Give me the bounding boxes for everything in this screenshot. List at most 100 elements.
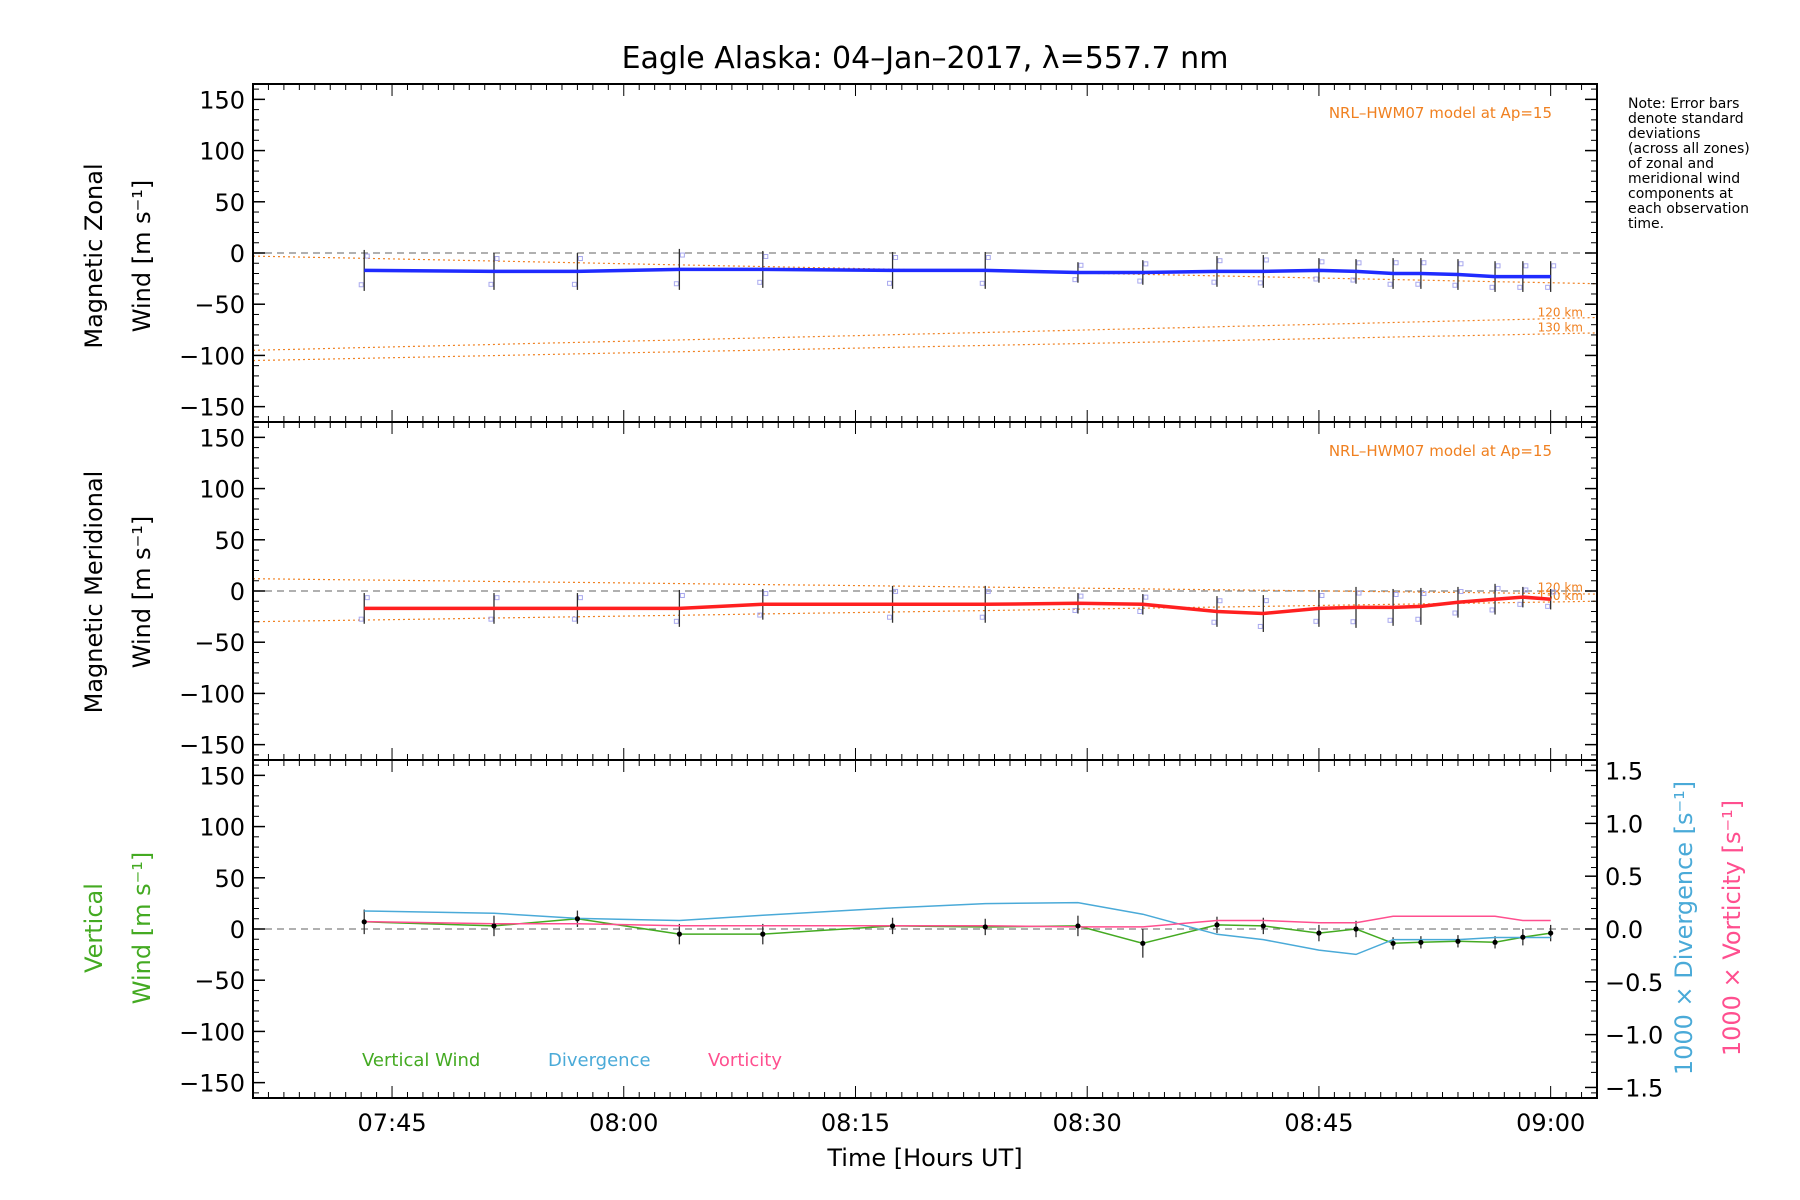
y-tick-label: −50: [194, 967, 245, 995]
meridional-sample-point: [1517, 601, 1523, 607]
meridional-model-curve: [252, 600, 1598, 623]
meridional-sample-point: [887, 614, 893, 620]
vertical-ylabel: Vertical Wind [m s⁻¹]: [80, 852, 156, 1004]
vertical-point: [361, 919, 367, 925]
y-tick-label: −150: [179, 394, 245, 422]
meridional-sample-point: [1523, 587, 1529, 593]
vorticity-line: [364, 915, 1551, 928]
zonal-sample-point: [1421, 260, 1427, 266]
zonal-model-curve: [252, 332, 1598, 362]
note-line: Note: Error bars: [1628, 96, 1739, 112]
meridional-model-curve: [252, 578, 1598, 595]
meridional-sample-point: [1078, 593, 1084, 599]
vertical-ylabel-line2: Wind [m s⁻¹]: [128, 852, 156, 1004]
meridional-sample-point: [1387, 617, 1393, 623]
meridional-sample-point: [571, 616, 577, 622]
note-line: (across all zones): [1628, 141, 1750, 157]
y-tick-label: 50: [214, 865, 245, 893]
zonal-sample-point: [887, 280, 893, 286]
meridional-sample-point: [893, 588, 899, 594]
vertical-point: [574, 916, 581, 922]
zonal-sample-point: [1211, 279, 1217, 285]
y2-tick-label: −1.5: [1605, 1074, 1663, 1102]
meridional-sample-point: [1143, 594, 1149, 600]
meridional-sample-point: [1551, 589, 1557, 595]
note-line: meridional wind: [1628, 171, 1740, 187]
x-tick-label: 09:00: [1516, 1109, 1585, 1137]
chart-title: Eagle Alaska: 04–Jan–2017, λ=557.7 nm: [622, 41, 1229, 76]
vertical-point: [1214, 922, 1220, 928]
meridional-sample-point: [1452, 610, 1458, 616]
legend-vertical-wind: Vertical Wind: [362, 1050, 480, 1071]
zonal-sample-point: [1523, 263, 1529, 269]
meridional-sample-point: [1319, 593, 1325, 599]
vertical-point: [760, 931, 766, 937]
zonal-ylabel-line2: Wind [m s⁻¹]: [128, 180, 156, 332]
meridional-ylabel-line2: Wind [m s⁻¹]: [128, 516, 156, 668]
y-tick-label: −150: [179, 1070, 245, 1098]
x-axis-title: Time [Hours UT]: [826, 1144, 1022, 1172]
meridional-sample-point: [1211, 619, 1217, 625]
y-tick-label: 50: [214, 189, 245, 217]
meridional-sample-point: [1257, 623, 1263, 629]
zonal-sample-point: [1319, 259, 1325, 265]
note-block: Note: Error bars denote standard deviati…: [1628, 96, 1750, 232]
zonal-sample-point: [1415, 281, 1421, 287]
y2-tick-label: 0.5: [1605, 863, 1643, 891]
vertical-series-line: [364, 918, 1551, 945]
note-line: each observation: [1628, 201, 1749, 217]
zonal-sample-point: [1356, 260, 1362, 266]
zonal-ylabel: Magnetic Zonal Wind [m s⁻¹]: [80, 163, 156, 348]
vertical-point: [1418, 939, 1424, 945]
meridional-model-height-label: 130 km: [1538, 589, 1583, 603]
vertical-point: [491, 923, 497, 929]
zonal-model-curve: [252, 316, 1598, 351]
vertical-point: [1390, 940, 1396, 946]
zonal-sample-point: [763, 253, 769, 259]
legend-vorticity: Vorticity: [708, 1050, 782, 1071]
zonal-sample-point: [985, 255, 991, 261]
meridional-sample-point: [577, 595, 583, 601]
y-tick-label: 0: [230, 578, 245, 606]
x-tick-label: 08:15: [821, 1109, 890, 1137]
zonal-sample-point: [679, 252, 685, 258]
vertical-point: [1140, 940, 1146, 946]
zonal-sample-point: [488, 281, 494, 287]
vertical-point: [1520, 934, 1526, 940]
vertical-point: [1075, 923, 1081, 929]
vertical-point: [1492, 939, 1498, 945]
vertical-point: [1260, 923, 1266, 929]
right-ylabels: 1000 × Divergence [s⁻¹] 1000 × Vorticity…: [1670, 781, 1746, 1075]
y-tick-label: −100: [179, 342, 245, 370]
zonal-sample-point: [1137, 278, 1143, 284]
x-tick-label: 08:45: [1284, 1109, 1353, 1137]
meridional-ylabel: Magnetic Meridional Wind [m s⁻¹]: [80, 471, 156, 714]
zonal-sample-point: [1495, 263, 1501, 269]
zonal-sample-point: [364, 253, 370, 259]
zonal-sample-point: [1545, 284, 1551, 290]
zonal-sample-point: [1072, 277, 1078, 283]
meridional-sample-point: [1495, 585, 1501, 591]
meridional-sample-point: [985, 588, 991, 594]
meridional-sample-point: [1350, 619, 1356, 625]
vertical-ylabel-line1: Vertical: [80, 883, 108, 973]
y2-tick-label: 1.5: [1605, 758, 1643, 786]
zonal-ylabel-line1: Magnetic Zonal: [80, 163, 108, 348]
zonal-model-label: NRL–HWM07 model at Ap=15: [1329, 104, 1552, 122]
y-tick-label: 100: [199, 476, 245, 504]
note-line: denote standard: [1628, 111, 1744, 127]
zonal-sample-point: [757, 279, 763, 285]
zonal-sample-point: [1489, 284, 1495, 290]
zonal-sample-point: [1263, 257, 1269, 263]
x-tick-label: 08:00: [589, 1109, 658, 1137]
meridional-sample-point: [679, 593, 685, 599]
meridional-model-label: NRL–HWM07 model at Ap=15: [1329, 442, 1552, 460]
y2-tick-label: −0.5: [1605, 969, 1663, 997]
y-tick-label: 100: [199, 138, 245, 166]
legend-divergence: Divergence: [548, 1050, 651, 1071]
meridional-sample-point: [1356, 590, 1362, 596]
zonal-sample-point: [1452, 282, 1458, 288]
vertical-point: [1353, 926, 1359, 932]
zonal-sample-point: [1458, 261, 1464, 267]
